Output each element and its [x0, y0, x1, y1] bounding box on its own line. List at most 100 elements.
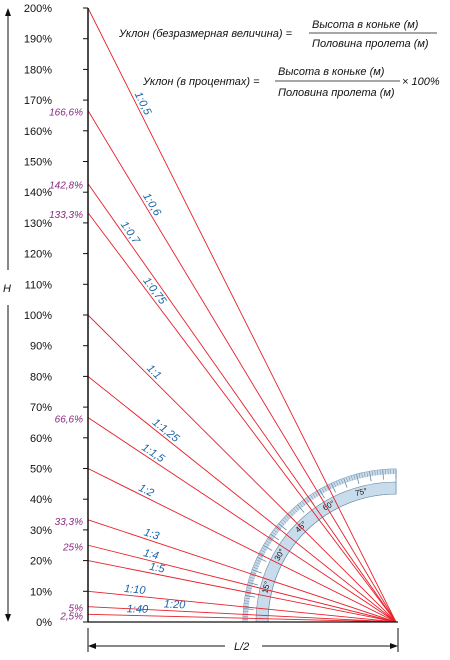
y-tick-label: 10%: [30, 586, 52, 598]
ratio-label: 1:10: [124, 583, 147, 597]
protractor-tick: [275, 527, 280, 532]
slope-line: [87, 183, 397, 623]
slope-line: [87, 590, 397, 623]
protractor-tick: [291, 509, 296, 514]
formula-percent: Уклон (в процентах) = Высота в коньке (м…: [142, 66, 440, 99]
ratio-label: 1:20: [164, 598, 187, 611]
y-tick-label: 90%: [30, 341, 52, 353]
slope-line: [87, 560, 397, 623]
protractor-tick: [273, 529, 278, 534]
y-tick-label: 190%: [24, 34, 52, 46]
half-span-dimension: L/2: [87, 628, 399, 653]
protractor-tick: [338, 480, 341, 485]
height-label: H: [3, 283, 11, 295]
percent-label: 142,8%: [49, 181, 83, 192]
percent-labels: 166,6% 142,8% 133,3% 66,6% 33,3% 25% 5%2,5%: [49, 108, 83, 623]
percent-label: 33,3%: [55, 517, 83, 528]
protractor-tick: [297, 504, 305, 513]
protractor-tick: [371, 470, 374, 476]
protractor-tick: [243, 605, 249, 607]
slope-line: [87, 314, 397, 623]
y-tick-label: 0%: [36, 617, 52, 629]
protractor-tick: [289, 511, 294, 516]
slope-line: [87, 519, 397, 623]
protractor-tick: [333, 482, 337, 487]
protractor-tick: [345, 477, 349, 483]
protractor-tick: [259, 552, 265, 556]
protractor-tick: [321, 488, 325, 493]
protractor-tick: [366, 471, 369, 477]
y-tick-label: 40%: [30, 494, 52, 506]
protractor-tick: [310, 495, 314, 500]
ratio-label: 1:0,6: [140, 191, 163, 219]
percent-label: 66,6%: [55, 415, 83, 426]
slope-line: [87, 7, 397, 623]
formula2-suffix: × 100%: [402, 76, 440, 88]
protractor-tick: [245, 595, 256, 598]
y-tick-label: 170%: [24, 95, 52, 107]
protractor-tick: [244, 603, 250, 605]
protractor-tick: [278, 523, 287, 531]
y-tick-label: 70%: [30, 402, 52, 414]
y-tick-label: 100%: [24, 310, 52, 322]
y-tick-label: 140%: [24, 187, 52, 199]
protractor-tick: [270, 533, 280, 541]
protractor-tick: [255, 561, 260, 565]
protractor-tick: [328, 484, 332, 490]
y-axis-ticks: 200% 190% 180% 170% 160% 150% 140% 130% 120% 110%…: [24, 3, 88, 629]
ratio-label: 1:3: [142, 526, 161, 542]
percent-label: 2,5%: [59, 611, 83, 622]
y-tick-label: 20%: [30, 556, 52, 568]
protractor: 15°30°45°60°75°: [242, 468, 397, 623]
protractor-tick: [250, 574, 256, 577]
protractor-tick: [267, 538, 273, 542]
protractor-tick: [248, 579, 254, 582]
y-tick-label: 150%: [24, 157, 52, 169]
protractor-tick: [379, 469, 381, 475]
protractor-tick: [285, 515, 290, 520]
formula2-lhs: Уклон (в процентах) =: [142, 76, 260, 88]
slope-line: [87, 110, 397, 623]
protractor-tick: [326, 485, 330, 491]
y-tick-label: 80%: [30, 371, 52, 383]
protractor-tick: [276, 525, 282, 530]
y-tick-label: 60%: [30, 433, 52, 445]
protractor-tick: [266, 540, 271, 544]
protractor-tick: [382, 469, 384, 480]
protractor-tick: [351, 475, 353, 481]
y-tick-label: 30%: [30, 525, 52, 537]
half-span-label: L/2: [234, 641, 249, 653]
protractor-tick: [283, 517, 288, 522]
y-tick-label: 200%: [24, 3, 52, 15]
protractor-tick: [348, 476, 351, 482]
percent-label: 5%: [69, 604, 84, 615]
formula-dimensionless: Уклон (безразмерная величина) = Высота в…: [118, 19, 437, 50]
slope-line: [87, 417, 397, 623]
protractor-tick: [264, 542, 270, 546]
protractor-tick: [246, 587, 252, 589]
ratio-label: 1:40: [127, 603, 150, 616]
protractor-tick: [314, 492, 318, 497]
protractor-tick: [369, 471, 372, 482]
protractor-tick: [312, 493, 316, 499]
slope-line: [87, 212, 397, 623]
protractor-tick: [377, 470, 379, 476]
ratio-label: 1:1,25: [150, 416, 182, 445]
y-tick-label: 110%: [25, 279, 53, 291]
protractor-tick: [256, 559, 261, 563]
slope-line: [87, 613, 397, 623]
protractor-tick: [269, 536, 274, 540]
protractor-tick: [282, 519, 287, 524]
protractor-tick: [245, 592, 251, 595]
protractor-tick: [272, 531, 277, 536]
ratio-label: 1:1: [144, 363, 163, 382]
ratio-label: 1:0,75: [140, 275, 169, 307]
slope-line: [87, 544, 397, 623]
formula1-lhs: Уклон (безразмерная величина) =: [118, 28, 293, 40]
protractor-tick: [358, 473, 361, 479]
y-tick-label: 160%: [24, 126, 52, 138]
protractor-tick: [251, 571, 257, 575]
formula1-denominator: Половина пролета (м): [312, 38, 429, 50]
protractor-tick: [361, 472, 363, 478]
protractor-tick: [243, 608, 254, 610]
